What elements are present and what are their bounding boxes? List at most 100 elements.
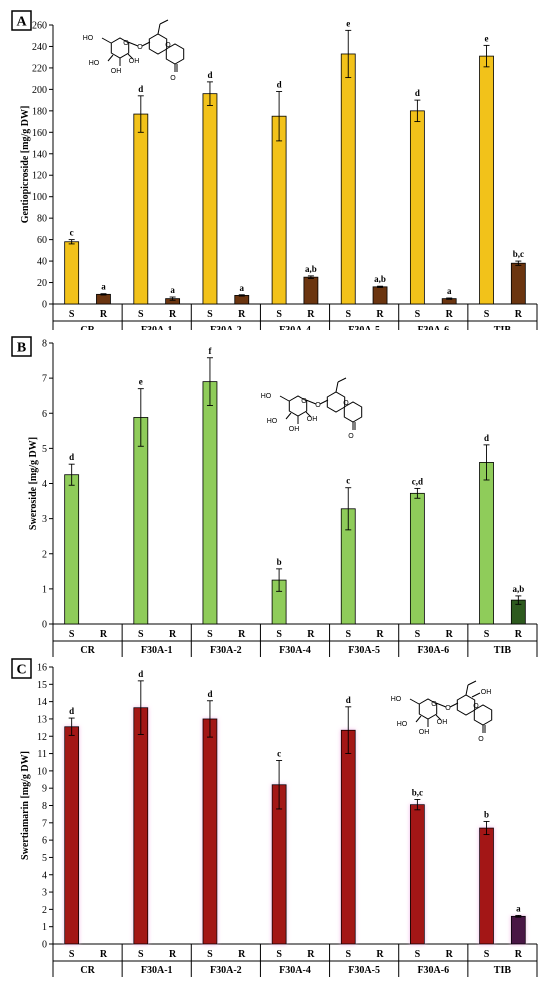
panel-letter: B <box>17 341 26 356</box>
subcategory-label-s: S <box>276 309 282 320</box>
bar-r <box>234 295 250 305</box>
vinyl-bond <box>157 23 161 35</box>
subcategory-label-s: S <box>345 309 351 320</box>
subcategory-label-s: S <box>69 949 75 960</box>
y-axis-title: Sweroside [mg/g DW] <box>28 437 39 530</box>
molecule-atom-label: OH <box>129 58 140 65</box>
bar-s <box>64 726 80 945</box>
significance-label: d <box>277 80 282 90</box>
significance-label: e <box>139 377 143 387</box>
bar-s <box>133 113 149 305</box>
significance-label: c,d <box>412 476 423 486</box>
y-axis-title: Swertiamarin [mg/g DW] <box>20 751 31 860</box>
y-tick-label: 160 <box>32 128 47 139</box>
bar-s <box>409 804 425 945</box>
significance-label: a <box>101 282 106 292</box>
y-tick-label: 40 <box>37 257 47 268</box>
subcategory-label-s: S <box>138 309 144 320</box>
panel-letter-box <box>11 10 32 31</box>
y-tick-label: 0 <box>42 940 47 951</box>
bar-s <box>340 729 356 945</box>
bar-r <box>372 286 388 305</box>
vinyl-bond <box>465 684 469 696</box>
y-tick-label: 5 <box>42 444 47 455</box>
molecule-atom-label: O <box>170 75 176 82</box>
category-label: F30A-4 <box>279 325 311 330</box>
molecule-atom-label: O <box>315 402 321 409</box>
molecule-atom-label: HO <box>397 721 408 728</box>
oh-bond <box>435 714 442 721</box>
bar-s <box>479 55 494 305</box>
y-tick-label: 180 <box>32 106 47 117</box>
category-label: F30A-6 <box>417 965 449 976</box>
significance-label: d <box>207 70 212 80</box>
glycosidic-bond <box>127 41 139 47</box>
subcategory-label-r: R <box>169 309 177 320</box>
category-label: F30A-5 <box>348 965 380 976</box>
bar-r <box>303 276 319 305</box>
significance-label: a,b <box>374 274 386 284</box>
y-tick-label: 20 <box>37 278 47 289</box>
y-tick-label: 12 <box>37 732 47 743</box>
subcategory-label-r: R <box>100 309 108 320</box>
bar-s <box>479 827 494 945</box>
glycosidic-bond <box>449 702 459 708</box>
subcategory-label-s: S <box>138 629 144 640</box>
significance-label: a,b <box>305 264 317 274</box>
significance-label: d <box>69 706 74 716</box>
molecule-atom-label: O <box>343 400 349 407</box>
significance-label: a <box>516 903 521 913</box>
ch2oh-bond <box>279 395 290 402</box>
ch2oh-bond <box>101 37 112 44</box>
subcategory-label-s: S <box>415 629 421 640</box>
subcategory-label-s: S <box>138 949 144 960</box>
oh-bond <box>471 692 481 698</box>
significance-label: d <box>346 695 351 705</box>
category-label: F30A-1 <box>141 325 173 330</box>
molecule-atom-label: OH <box>437 719 448 726</box>
subcategory-label-r: R <box>376 309 384 320</box>
bar-s <box>133 707 149 945</box>
y-tick-label: 16 <box>37 663 47 674</box>
oh-bond <box>415 715 422 723</box>
y-tick-label: 11 <box>37 749 47 760</box>
subcategory-label-r: R <box>100 629 108 640</box>
vinyl-bond <box>467 680 477 686</box>
y-tick-label: 3 <box>42 514 47 525</box>
y-tick-label: 2 <box>42 905 47 916</box>
significance-label: a <box>240 283 245 293</box>
subcategory-label-s: S <box>415 949 421 960</box>
y-tick-label: 2 <box>42 549 47 560</box>
subcategory-label-s: S <box>207 309 213 320</box>
bar-s <box>202 718 218 945</box>
oh-bond <box>305 411 312 418</box>
panel-letter-box <box>11 336 32 357</box>
y-tick-label: 260 <box>32 21 47 32</box>
subcategory-label-r: R <box>238 629 246 640</box>
subcategory-label-r: R <box>169 949 177 960</box>
y-tick-label: 10 <box>37 766 47 777</box>
significance-label: d <box>415 88 420 98</box>
molecule-atom-label: OH <box>307 416 318 423</box>
y-tick-label: 4 <box>42 479 47 490</box>
significance-label: a <box>447 286 452 296</box>
category-label: F30A-4 <box>279 965 311 976</box>
molecule-atom-label: O <box>301 398 307 405</box>
panel-letter: C <box>16 663 26 678</box>
y-tick-label: 8 <box>42 801 47 812</box>
molecule-atom-label: OH <box>111 68 122 75</box>
category-label: F30A-2 <box>210 325 242 330</box>
bar-s <box>409 110 425 305</box>
category-label: F30A-2 <box>210 645 242 656</box>
chart-panel-c: C 0 1 2 3 4 5 6 7 8 9 10 11 12 13 14 15 16 Swertiamarin [m… <box>0 657 550 989</box>
category-label: F30A-5 <box>348 325 380 330</box>
y-tick-label: 120 <box>32 171 47 182</box>
subcategory-label-s: S <box>484 309 490 320</box>
y-tick-label: 240 <box>32 42 47 53</box>
subcategory-label-r: R <box>307 309 315 320</box>
bar-s <box>202 381 218 625</box>
subcategory-label-r: R <box>307 629 315 640</box>
significance-label: d <box>138 669 143 679</box>
significance-label: b,c <box>513 249 524 259</box>
vinyl-bond <box>335 381 339 393</box>
